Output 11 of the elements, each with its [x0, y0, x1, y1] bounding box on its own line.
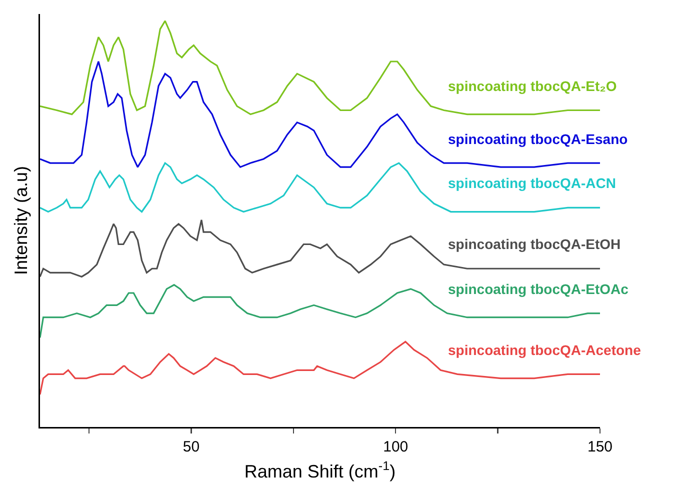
x-tick-label: 50 [182, 438, 200, 456]
x-tick-label: 100 [383, 438, 408, 456]
series-label: spincoating tbocQA-EtOAc [448, 281, 629, 297]
x-axis-title: Raman Shift (cm$^{-1}$) [244, 458, 396, 482]
series-label: spincoating tbocQA-ACN [448, 175, 616, 191]
series-label: spincoating tbocQA-Acetone [448, 342, 642, 358]
x-tick-label: 150 [587, 438, 613, 456]
series-label: spincoating tbocQA-Et₂O [448, 78, 617, 94]
series-label: spincoating tbocQA-Esano [448, 131, 628, 147]
y-axis-title: Intensity (a.u) [10, 166, 31, 276]
series-label: spincoating tbocQA-EtOH [448, 236, 621, 252]
